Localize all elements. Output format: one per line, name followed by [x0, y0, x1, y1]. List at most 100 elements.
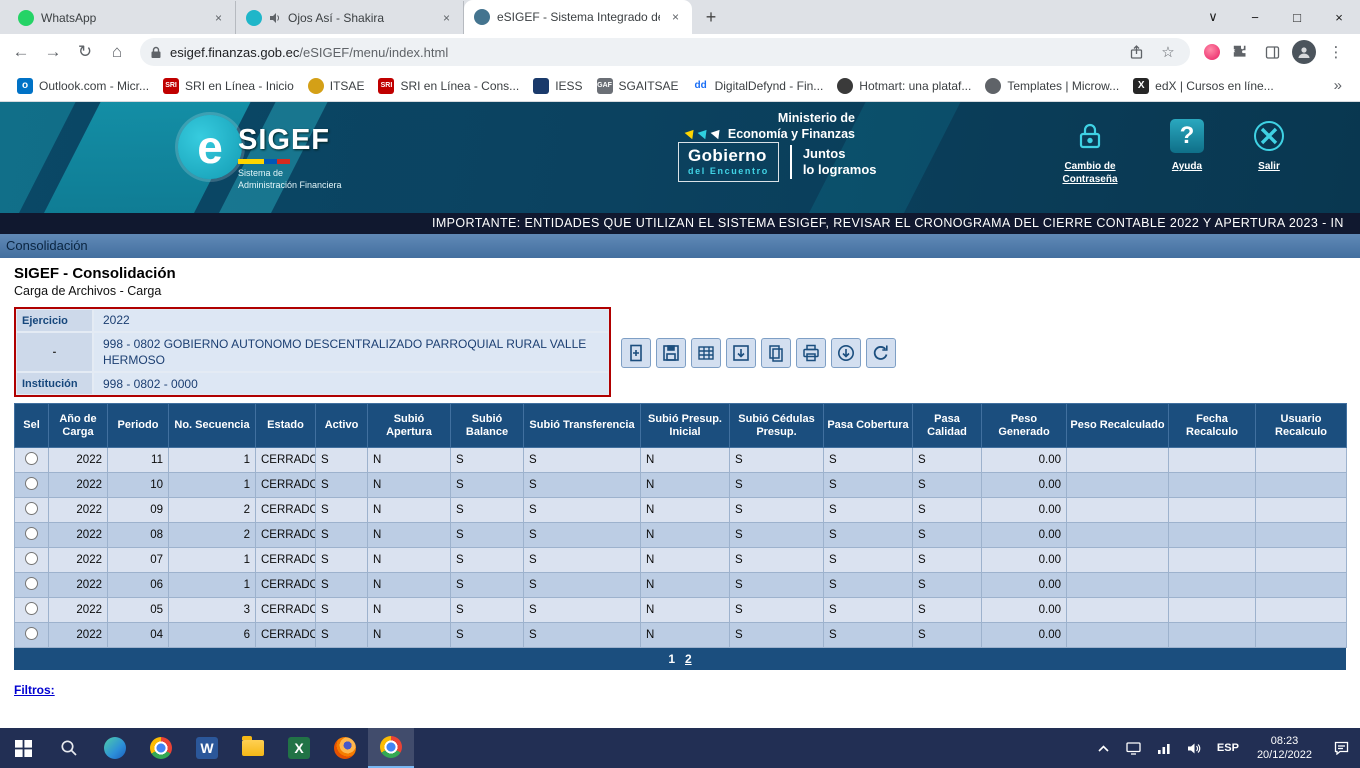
- tray-network-icon[interactable]: [1149, 728, 1179, 768]
- extensions-puzzle-icon[interactable]: [1228, 40, 1252, 64]
- approve-down-button[interactable]: [831, 338, 861, 368]
- profile-avatar[interactable]: [1292, 40, 1316, 64]
- tab-close-button[interactable]: ×: [442, 10, 450, 25]
- breadcrumb[interactable]: Consolidación: [0, 234, 1360, 258]
- clock[interactable]: 08:23 20/12/2022: [1247, 734, 1322, 763]
- row-select-radio[interactable]: [25, 627, 38, 641]
- bookmark-item[interactable]: SRI SRI en Línea - Inicio: [156, 74, 301, 98]
- tray-display-icon[interactable]: [1119, 728, 1149, 768]
- address-bar[interactable]: esigef.finanzas.gob.ec/eSIGEF/menu/index…: [140, 38, 1190, 66]
- cell-periodo: 07: [107, 547, 169, 574]
- filters-link[interactable]: Filtros:: [14, 683, 55, 698]
- cell-peso-generado: 0.00: [981, 522, 1067, 549]
- taskbar-firefox-icon[interactable]: [322, 728, 368, 768]
- taskbar-chrome-icon[interactable]: [138, 728, 184, 768]
- bookmark-item[interactable]: X edX | Cursos en líne...: [1126, 74, 1281, 98]
- bookmark-item[interactable]: IESS: [526, 74, 589, 98]
- taskbar-excel-icon[interactable]: X: [276, 728, 322, 768]
- back-button[interactable]: ←: [12, 42, 30, 61]
- tab-close-button[interactable]: ×: [671, 10, 679, 24]
- bookmark-item[interactable]: o Outlook.com - Micr...: [10, 74, 156, 98]
- secure-lock-icon[interactable]: [150, 46, 162, 59]
- reload-button[interactable]: ↻: [77, 42, 93, 61]
- new-document-button[interactable]: [621, 338, 651, 368]
- page-title: SIGEF - Consolidación: [14, 265, 176, 282]
- start-button[interactable]: [0, 728, 46, 768]
- notice-marquee: IMPORTANTE: ENTIDADES QUE UTILIZAN EL SI…: [0, 213, 1360, 234]
- bookmark-item[interactable]: Templates | Microw...: [978, 74, 1126, 98]
- bookmark-item[interactable]: dd DigitalDefynd - Fin...: [686, 74, 831, 98]
- forward-button[interactable]: →: [44, 42, 62, 61]
- row-select-radio[interactable]: [25, 577, 38, 591]
- extension-pink-icon[interactable]: [1204, 44, 1220, 60]
- bookmark-star-icon[interactable]: ☆: [1161, 44, 1175, 61]
- clock-date: 20/12/2022: [1256, 749, 1312, 761]
- copy-button[interactable]: [761, 338, 791, 368]
- window-maximize-button[interactable]: □: [1293, 9, 1301, 25]
- bookmarks-overflow-button[interactable]: »: [1333, 77, 1342, 94]
- tray-chevron-up-icon[interactable]: [1089, 728, 1119, 768]
- bookmark-item[interactable]: Hotmart: una plataf...: [830, 74, 978, 98]
- question-icon: ?: [1170, 119, 1204, 153]
- taskbar-word-icon[interactable]: W: [184, 728, 230, 768]
- bookmark-label: SGAITSAE: [618, 78, 679, 93]
- cell-subio-apertura: N: [367, 497, 451, 524]
- cell-subio-balance: S: [450, 447, 524, 474]
- cell-activo: S: [315, 572, 368, 599]
- window-close-button[interactable]: ×: [1335, 9, 1343, 25]
- row-select-radio[interactable]: [25, 602, 38, 616]
- browser-tab[interactable]: Ojos Así - Shakira ×: [236, 1, 464, 34]
- profile-chevron-button[interactable]: ∨: [1208, 9, 1218, 24]
- browser-tab[interactable]: eSIGEF - Sistema Integrado de Ge ×: [464, 0, 692, 34]
- window-minimize-button[interactable]: −: [1251, 9, 1259, 25]
- row-select-radio[interactable]: [25, 477, 38, 491]
- validate-grid-button[interactable]: [691, 338, 721, 368]
- cell-anio-carga: 2022: [48, 497, 108, 524]
- change-password-button[interactable]: Cambio de Contraseña: [1046, 115, 1134, 186]
- page-link[interactable]: 1: [668, 652, 675, 667]
- cell-pasa-calidad: S: [912, 472, 982, 499]
- cell-subio-cedulas-presup: S: [729, 597, 824, 624]
- home-button[interactable]: ⌂: [111, 42, 123, 61]
- table-body: 2022 11 1 CERRADO S N S S N S S S 0.00: [14, 447, 1347, 649]
- taskbar-edge-icon[interactable]: [92, 728, 138, 768]
- row-select-radio[interactable]: [25, 552, 38, 566]
- column-header: Subió Cédulas Presup.: [729, 403, 824, 449]
- save-button[interactable]: [656, 338, 686, 368]
- page-link[interactable]: 2: [685, 652, 692, 667]
- bookmark-item[interactable]: ITSAE: [301, 74, 372, 98]
- print-button[interactable]: [796, 338, 826, 368]
- language-indicator[interactable]: ESP: [1216, 742, 1239, 754]
- refresh-button[interactable]: [866, 338, 896, 368]
- cell-estado: CERRADO: [255, 597, 316, 624]
- taskbar-chrome-active-icon[interactable]: [368, 728, 414, 768]
- browser-menu-icon[interactable]: ⋮: [1328, 44, 1344, 61]
- row-select-radio[interactable]: [25, 502, 38, 516]
- bookmark-item[interactable]: SRI SRI en Línea - Cons...: [371, 74, 526, 98]
- cell-pasa-cobertura: S: [823, 597, 913, 624]
- cell-peso-recalculado: [1066, 597, 1169, 624]
- tray-volume-icon[interactable]: [1179, 728, 1209, 768]
- new-tab-button[interactable]: +: [705, 6, 717, 27]
- tab-close-button[interactable]: ×: [214, 10, 222, 25]
- taskbar-search-button[interactable]: [46, 728, 92, 768]
- column-header: Periodo: [107, 403, 169, 449]
- action-center-icon[interactable]: [1322, 728, 1360, 768]
- row-select-radio[interactable]: [25, 452, 38, 466]
- cell-peso-recalculado: [1066, 497, 1169, 524]
- help-button[interactable]: ? Ayuda: [1158, 115, 1216, 186]
- logout-button[interactable]: Salir: [1240, 115, 1298, 186]
- export-button[interactable]: [726, 338, 756, 368]
- cell-pasa-calidad: S: [912, 597, 982, 624]
- cell-subio-cedulas-presup: S: [729, 547, 824, 574]
- bookmark-item[interactable]: GAF SGAITSAE: [590, 74, 686, 98]
- tab-audio-icon[interactable]: [269, 12, 281, 24]
- browser-tab[interactable]: WhatsApp ×: [8, 1, 236, 34]
- sidebar-panel-icon[interactable]: [1260, 40, 1284, 64]
- share-icon[interactable]: [1124, 40, 1148, 64]
- cell-fecha-recalculo: [1168, 497, 1256, 524]
- taskbar-explorer-icon[interactable]: [230, 728, 276, 768]
- esigef-logo: e SIGEF Sistema de Administración Financ…: [178, 115, 342, 191]
- column-header: Activo: [315, 403, 368, 449]
- row-select-radio[interactable]: [25, 527, 38, 541]
